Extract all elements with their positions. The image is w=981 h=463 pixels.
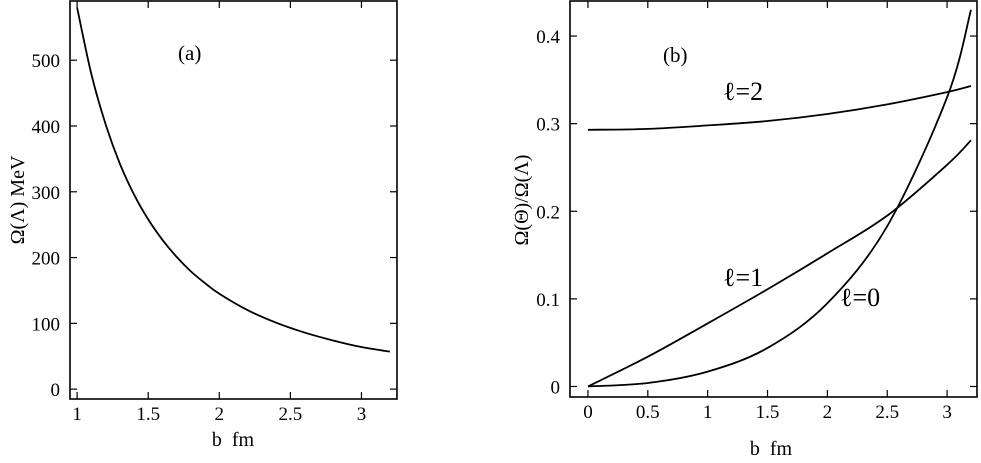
panel-b-y-axis-label: Ω(Θ)/Ω(Λ) bbox=[511, 155, 533, 246]
series-label-l0: ℓ=0 bbox=[840, 283, 880, 312]
panel-b-y-tick-label: 0 bbox=[551, 377, 561, 398]
panel-b-series-line-1 bbox=[587, 139, 972, 388]
panel-a-x-tick-label: 2 bbox=[215, 404, 225, 425]
panel-b-frame bbox=[569, 0, 978, 398]
panel-b-y-tick-label: 0.2 bbox=[536, 202, 560, 223]
panel-b-x-tick-label: 1 bbox=[703, 402, 713, 423]
panel-b: 0 0.5 1 1.5 2 2.5 3 0 0.1 0.2 0.3 0.4 (b) ℓ=2 ℓ=1 ℓ… bbox=[511, 0, 978, 460]
panel-b-x-tick-label: 2 bbox=[823, 402, 833, 423]
panel-b-x-tick-label: 1.5 bbox=[756, 402, 780, 423]
panel-b-series-line-2 bbox=[587, 9, 972, 388]
panel-b-curves bbox=[587, 9, 972, 388]
panel-a-x-axis-label: b fm bbox=[212, 429, 255, 451]
series-label-l1: ℓ=1 bbox=[723, 263, 763, 292]
panel-a-x-tick-label: 1.5 bbox=[136, 404, 160, 425]
panel-b-ticks: 0 0.5 1 1.5 2 2.5 3 0 0.1 0.2 0.3 0.4 bbox=[536, 1, 977, 423]
panel-b-x-tick-label: 0 bbox=[583, 402, 593, 423]
panel-a-frame bbox=[69, 0, 398, 400]
panel-a-y-axis-label: Ω(Λ) MeV bbox=[7, 155, 29, 244]
panel-a-y-tick-label: 200 bbox=[32, 249, 61, 270]
series-label-l2: ℓ=2 bbox=[723, 77, 763, 106]
panel-b-y-tick-label: 0.3 bbox=[536, 115, 560, 136]
panel-b-series-line-0 bbox=[587, 85, 972, 131]
panel-a-curves bbox=[76, 7, 391, 353]
panel-b-y-tick-label: 0.4 bbox=[536, 27, 560, 48]
panel-a-y-tick-label: 100 bbox=[32, 314, 61, 335]
panel-a-y-tick-label: 300 bbox=[32, 183, 61, 204]
panel-b-label: (b) bbox=[663, 43, 688, 67]
panel-a-x-tick-label: 2.5 bbox=[278, 404, 302, 425]
panel-a-x-tick-label: 1 bbox=[72, 404, 82, 425]
panel-a-x-tick-label: 3 bbox=[357, 404, 367, 425]
panel-a-label: (a) bbox=[178, 41, 201, 65]
panel-a-y-tick-label: 400 bbox=[32, 117, 61, 138]
panel-a-ticks: 1 1.5 2 2.5 3 0 100 200 300 400 500 bbox=[32, 1, 397, 425]
panel-b-y-tick-label: 0.1 bbox=[536, 290, 560, 311]
panel-a: 1 1.5 2 2.5 3 0 100 200 300 400 500 (a) b fm Ω(Λ) … bbox=[7, 0, 398, 451]
panel-b-x-tick-label: 0.5 bbox=[636, 402, 660, 423]
panel-b-x-axis-label: b fm bbox=[750, 438, 793, 460]
panel-b-x-tick-label: 2.5 bbox=[875, 402, 899, 423]
panel-a-y-tick-label: 0 bbox=[51, 380, 61, 401]
panel-b-x-tick-label: 3 bbox=[942, 402, 952, 423]
panel-a-y-tick-label: 500 bbox=[32, 51, 61, 72]
panel-a-series-line-0 bbox=[76, 7, 391, 353]
